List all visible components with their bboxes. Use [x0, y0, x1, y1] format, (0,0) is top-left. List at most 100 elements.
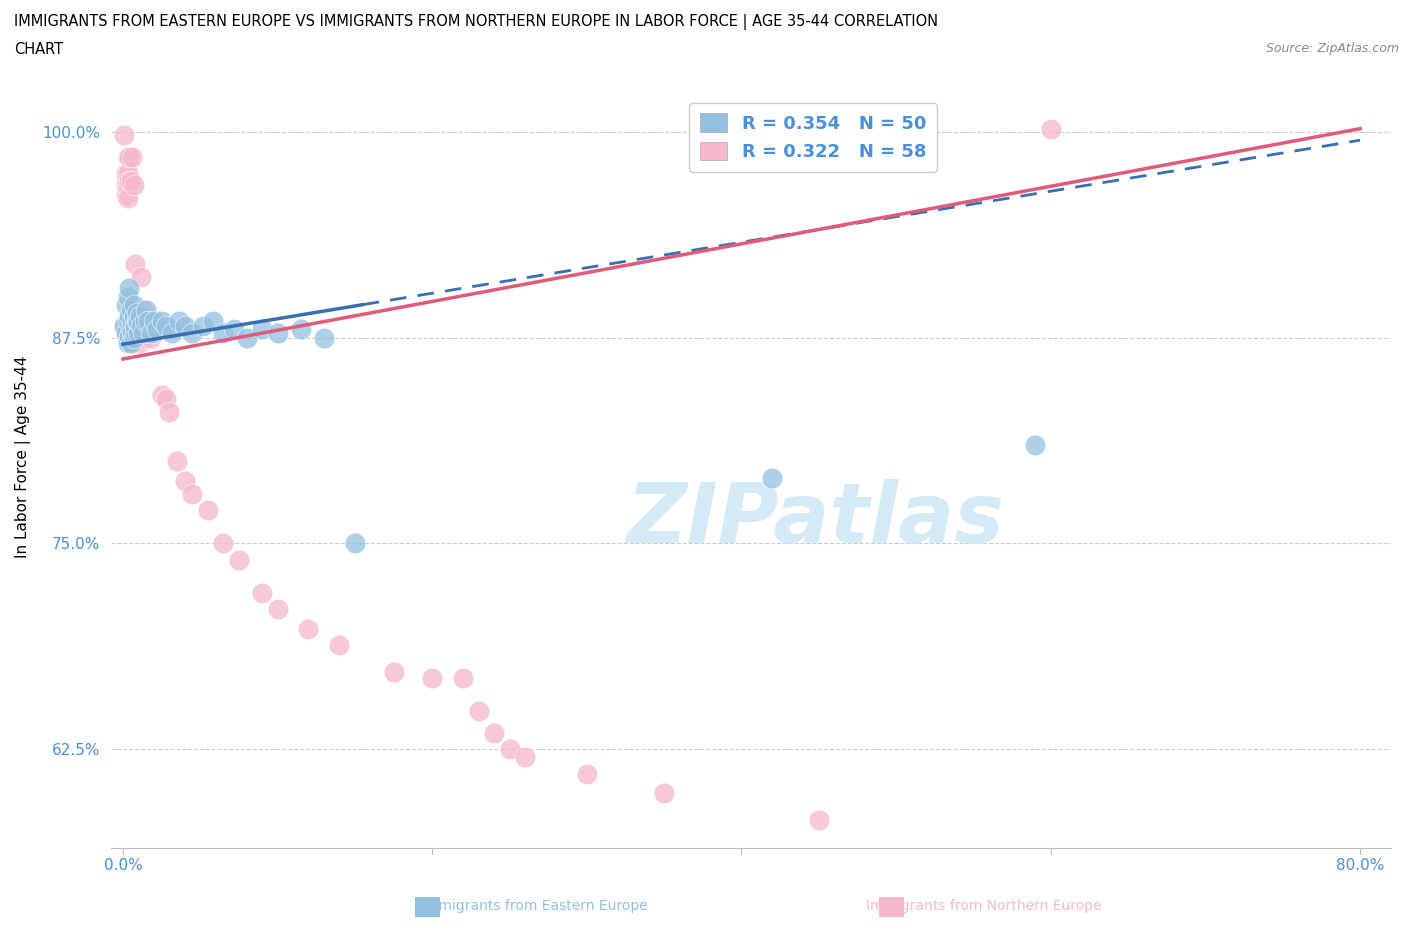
Point	[122, 330, 145, 345]
Point	[118, 174, 141, 189]
Point	[328, 638, 350, 653]
Point	[136, 322, 159, 337]
Point	[162, 326, 184, 340]
Text: IMMIGRANTS FROM EASTERN EUROPE VS IMMIGRANTS FROM NORTHERN EUROPE IN LABOR FORCE: IMMIGRANTS FROM EASTERN EUROPE VS IMMIGR…	[14, 14, 938, 30]
Point	[467, 704, 489, 719]
Point	[118, 330, 141, 345]
Point	[142, 313, 165, 328]
Point	[135, 302, 157, 317]
Point	[121, 319, 143, 334]
Point	[120, 322, 142, 337]
Point	[117, 191, 139, 206]
Point	[139, 330, 162, 345]
Point	[124, 313, 146, 328]
Point	[125, 330, 148, 345]
Point	[122, 178, 145, 193]
Point	[155, 319, 177, 334]
Point	[120, 302, 142, 317]
Point	[761, 470, 783, 485]
Point	[150, 388, 173, 403]
Point	[114, 127, 136, 142]
Point	[115, 187, 138, 202]
Point	[382, 664, 405, 679]
Point	[235, 330, 257, 345]
Point	[117, 178, 139, 193]
Point	[120, 313, 142, 328]
Point	[312, 330, 335, 345]
Point	[228, 552, 250, 567]
Point	[120, 330, 142, 345]
Point	[124, 326, 146, 340]
Point	[157, 405, 180, 419]
Point	[125, 313, 148, 328]
Point	[420, 671, 443, 685]
Point	[129, 309, 152, 324]
Point	[652, 786, 675, 801]
Point	[167, 313, 190, 328]
Point	[121, 326, 143, 340]
Point	[166, 454, 188, 469]
Point	[134, 313, 156, 328]
Point	[482, 725, 505, 740]
Point	[120, 174, 142, 189]
Point	[266, 326, 288, 340]
Point	[118, 309, 141, 324]
Point	[121, 149, 143, 164]
Point	[1039, 121, 1062, 136]
Legend: R = 0.354   N = 50, R = 0.322   N = 58: R = 0.354 N = 50, R = 0.322 N = 58	[689, 102, 936, 172]
Point	[115, 326, 138, 340]
Point	[146, 322, 169, 337]
Point	[129, 335, 152, 350]
Point	[193, 319, 215, 334]
Point	[114, 319, 136, 334]
Point	[115, 178, 138, 193]
Point	[134, 330, 156, 345]
Point	[224, 322, 246, 337]
Point	[121, 313, 143, 328]
Point	[117, 313, 139, 328]
Point	[201, 313, 224, 328]
Text: Immigrants from Eastern Europe: Immigrants from Eastern Europe	[420, 898, 648, 912]
Point	[136, 313, 159, 328]
Point	[127, 326, 149, 340]
Point	[132, 302, 155, 317]
Point	[1024, 437, 1046, 452]
Point	[132, 326, 155, 340]
Point	[124, 319, 146, 334]
Text: ZIPatlas: ZIPatlas	[626, 479, 1004, 560]
Text: Immigrants from Northern Europe: Immigrants from Northern Europe	[866, 898, 1102, 912]
Point	[118, 328, 141, 343]
Point	[122, 309, 145, 324]
Point	[297, 621, 319, 636]
Point	[212, 536, 235, 551]
Point	[127, 313, 149, 328]
Point	[121, 335, 143, 350]
Point	[150, 313, 173, 328]
Point	[125, 322, 148, 337]
Text: Source: ZipAtlas.com: Source: ZipAtlas.com	[1265, 42, 1399, 55]
Point	[125, 306, 148, 321]
Point	[250, 585, 273, 600]
Point	[139, 326, 162, 340]
Point	[290, 322, 312, 337]
Point	[131, 270, 153, 285]
Point	[498, 741, 520, 756]
Point	[118, 149, 141, 164]
Point	[173, 319, 195, 334]
Point	[575, 766, 598, 781]
Y-axis label: In Labor Force | Age 35-44: In Labor Force | Age 35-44	[15, 356, 31, 558]
Point	[343, 536, 366, 551]
Point	[181, 326, 204, 340]
Point	[155, 392, 177, 406]
Point	[142, 326, 165, 340]
Point	[266, 602, 288, 617]
Point	[181, 486, 204, 501]
Point	[117, 166, 139, 180]
Point	[127, 322, 149, 337]
Point	[250, 322, 273, 337]
Point	[117, 335, 139, 350]
Point	[451, 671, 474, 685]
Point	[212, 326, 235, 340]
Point	[131, 319, 153, 334]
Point	[122, 330, 145, 345]
